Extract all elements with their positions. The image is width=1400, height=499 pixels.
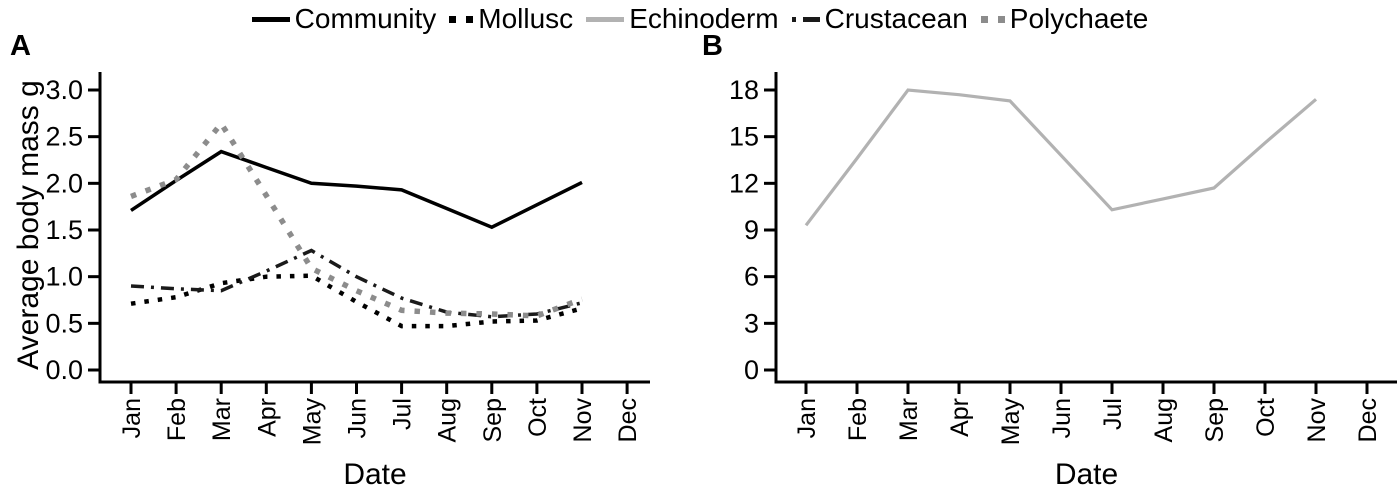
y-tick-label: 3.0 (45, 75, 83, 105)
series-line-echinoderm (804, 88, 1318, 227)
y-tick-label: 1.0 (45, 262, 83, 292)
legend-item-crustacean: Crustacean (791, 2, 968, 36)
x-tick-label: Feb (844, 398, 872, 441)
x-tick-label: Jun (1048, 398, 1076, 438)
y-tick-label: 3 (744, 308, 759, 338)
x-tick-label: Jan (118, 398, 146, 438)
legend: Community Mollusc Echinoderm Crustacean … (0, 2, 1400, 36)
y-tick-label: 2.5 (45, 122, 83, 152)
crustacean-dashdot-key-icon (791, 16, 820, 22)
panel-a-plot: 0.0 0.5 1.0 1.5 2.0 2.5 3.0 Jan Feb Mar Apr May Jun J… (45, 72, 650, 445)
y-axis-title: Average body mass g (12, 80, 45, 370)
x-tick-label: Aug (434, 398, 462, 442)
x-tick-label: Oct (524, 398, 552, 437)
y-tick-label: 15 (729, 122, 759, 152)
series-line-mollusc (130, 273, 583, 329)
echinoderm-line-key-icon (586, 16, 625, 22)
y-tick-label: 0.5 (45, 308, 83, 338)
x-tick-label: Sep (1201, 398, 1229, 442)
y-tick-label: 0 (744, 355, 759, 385)
series-line-community (130, 149, 583, 230)
x-tick-label: Jan (793, 398, 821, 438)
x-tick-label: Nov (1303, 398, 1331, 443)
x-tick-label: Apr (253, 398, 281, 437)
x-tick-label: Mar (208, 398, 236, 441)
x-tick-label: May (997, 398, 1025, 446)
legend-label-community: Community (294, 3, 437, 34)
community-line-key-icon (251, 16, 290, 22)
x-tick-label: Jul (389, 398, 417, 430)
series-line-crustacean (130, 248, 583, 319)
y-tick-label: 6 (744, 262, 759, 292)
panel-a-label: A (10, 30, 31, 62)
x-tick-label: Oct (1252, 398, 1280, 437)
x-tick-label: Jun (344, 398, 372, 438)
x-tick-label: Jul (1099, 398, 1127, 430)
legend-label-polychaete: Polychaete (1009, 3, 1149, 34)
x-axis-title-panel-a: Date (343, 458, 407, 491)
x-tick-label: Mar (895, 398, 923, 441)
y-tick-label: 0.0 (45, 355, 83, 385)
legend-item-echinoderm: Echinoderm (586, 2, 779, 36)
x-axis-title-panel-b: Date (1054, 458, 1119, 491)
mollusc-dotted-key-icon (449, 15, 474, 23)
y-tick-label: 2.0 (45, 168, 83, 198)
legend-label-echinoderm: Echinoderm (629, 3, 779, 34)
panel-b-plot: 0 3 6 9 12 15 18 Jan Feb Mar Apr May Jun Jul Aug Sep Oct… (729, 72, 1397, 445)
x-tick-label: Dec (614, 398, 642, 442)
x-tick-label: May (298, 398, 326, 446)
y-tick-label: 18 (729, 75, 759, 105)
x-tick-label: Sep (479, 398, 507, 442)
polychaete-dotted-key-icon (980, 15, 1005, 23)
x-tick-label: Feb (163, 398, 191, 441)
x-tick-label: Aug (1150, 398, 1178, 442)
x-tick-label: Dec (1354, 398, 1382, 442)
y-tick-label: 12 (729, 168, 759, 198)
series-line-polychaete (130, 118, 583, 319)
x-tick-label: Nov (569, 398, 597, 443)
legend-label-mollusc: Mollusc (478, 3, 574, 34)
x-tick-label: Apr (946, 398, 974, 437)
legend-item-polychaete: Polychaete (980, 2, 1149, 36)
legend-item-community: Community (251, 2, 437, 36)
panel-b-label: B (702, 30, 723, 62)
legend-label-crustacean: Crustacean (824, 3, 968, 34)
legend-item-mollusc: Mollusc (449, 2, 573, 36)
y-tick-label: 1.5 (45, 215, 83, 245)
y-tick-label: 9 (744, 215, 759, 245)
